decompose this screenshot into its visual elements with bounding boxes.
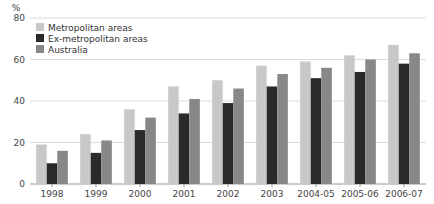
legend-swatch: [36, 23, 44, 31]
x-tick: [272, 184, 273, 187]
legend-label: Metropolitan areas: [48, 23, 133, 33]
bar: [179, 113, 190, 184]
legend-label: Australia: [48, 45, 88, 55]
x-tick: [316, 184, 317, 187]
bar: [189, 99, 200, 184]
x-tick: [96, 184, 97, 187]
legend-swatch: [36, 45, 44, 53]
bar: [344, 55, 355, 184]
bar: [80, 134, 91, 184]
chart: 0 20 40 60 80% 1998 1999 2000 2001 2002 2003 2004-0…: [0, 0, 434, 204]
x-tick: [360, 184, 361, 187]
bar: [409, 53, 420, 184]
x-tick-label: 1998: [41, 189, 64, 199]
x-tick: [184, 184, 185, 187]
y-tick-label: 40: [14, 96, 26, 106]
bar: [388, 45, 399, 184]
bar: [267, 86, 278, 184]
bar: [212, 80, 223, 184]
bar: [135, 130, 146, 184]
bar: [145, 118, 156, 184]
legend-swatch: [36, 34, 44, 42]
y-tick-label: 20: [14, 138, 26, 148]
x-tick: [140, 184, 141, 187]
x-tick-label: 2005-06: [341, 189, 379, 199]
bars: [36, 45, 420, 184]
bar: [36, 145, 47, 184]
bar: [256, 66, 267, 184]
grid: [30, 18, 426, 184]
x-tick-label: 2004-05: [297, 189, 335, 199]
x-tick-label: 2002: [217, 189, 240, 199]
bar: [57, 151, 68, 184]
y-axis-label: %: [12, 3, 21, 13]
bar: [300, 62, 311, 184]
x-tick-label: 2000: [129, 189, 152, 199]
x-tick-label: 2001: [173, 189, 196, 199]
bar: [91, 153, 102, 184]
bar: [399, 64, 410, 184]
bar: [47, 163, 58, 184]
y-tick-label: 0: [19, 179, 25, 189]
grid-line: [30, 18, 426, 19]
x-tick: [52, 184, 53, 187]
bar: [311, 78, 322, 184]
x-tick-label: 2006-07: [385, 189, 423, 199]
x-tick-label: 1999: [85, 189, 108, 199]
x-tick: [228, 184, 229, 187]
bar: [233, 89, 244, 184]
legend: Metropolitan areasEx-metropolitan areasA…: [36, 23, 148, 55]
x-tick: [404, 184, 405, 187]
bar: [365, 60, 376, 185]
bar: [223, 103, 234, 184]
x-tick-label: 2003: [261, 189, 284, 199]
bar: [277, 74, 288, 184]
bar: [168, 86, 179, 184]
y-tick-label: 60: [14, 55, 26, 65]
bar: [355, 72, 366, 184]
bar: [321, 68, 332, 184]
y-tick-label: 80: [14, 13, 26, 23]
legend-label: Ex-metropolitan areas: [48, 34, 148, 44]
bar: [124, 109, 135, 184]
bar: [101, 140, 112, 184]
